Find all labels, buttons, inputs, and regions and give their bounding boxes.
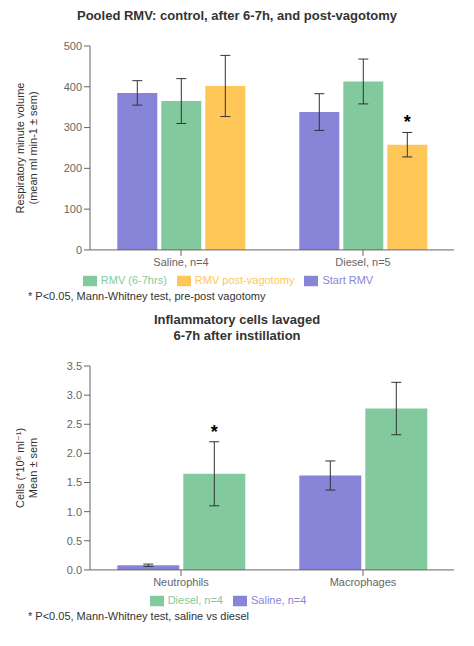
svg-text:0.5: 0.5: [67, 535, 82, 547]
svg-text:300: 300: [64, 121, 82, 133]
svg-text:1.0: 1.0: [67, 506, 82, 518]
svg-text:Cells (*10⁶ ml⁻¹)Mean ± sem: Cells (*10⁶ ml⁻¹)Mean ± sem: [14, 428, 39, 508]
svg-text:100: 100: [64, 203, 82, 215]
html-text:Saline, n=4: Saline, n=4: [251, 593, 307, 606]
svg-text:Macrophages: Macrophages: [330, 576, 397, 588]
svg-text:0.0: 0.0: [67, 564, 82, 576]
svg-text:3.0: 3.0: [67, 389, 82, 401]
html-text:Diesel, n=4: Diesel, n=4: [167, 593, 223, 606]
svg-text:2.5: 2.5: [67, 418, 82, 430]
html-text:RMV (6-7hrs): RMV (6-7hrs): [100, 273, 167, 286]
svg-text:Neutrophils: Neutrophils: [153, 576, 209, 588]
svg-text:0: 0: [76, 244, 82, 256]
html-text:Inflammatory cells lavaged 6-7: Inflammatory cells lavaged 6-7h after in…: [153, 312, 321, 343]
svg-text:*: *: [404, 112, 411, 132]
html-text:RMV post-vagotomy: RMV post-vagotomy: [194, 273, 295, 286]
svg-text:Saline, n=4: Saline, n=4: [153, 256, 208, 268]
svg-text:1.5: 1.5: [67, 476, 82, 488]
svg-text:400: 400: [64, 81, 82, 93]
svg-text:3.5: 3.5: [67, 360, 82, 372]
html-text:* P<0.05, Mann-Whitney test, s: * P<0.05, Mann-Whitney test, saline vs d…: [28, 610, 249, 622]
svg-text:Diesel, n=5: Diesel, n=5: [335, 256, 390, 268]
svg-text:*: *: [211, 422, 218, 442]
html-text:Start RMV: Start RMV: [322, 273, 374, 286]
svg-text:500: 500: [64, 40, 82, 52]
svg-text:200: 200: [64, 162, 82, 174]
html-text:Pooled RMV: control, after 6-7: Pooled RMV: control, after 6-7h, and pos…: [77, 8, 397, 23]
svg-text:Respiratory minute volume(mean: Respiratory minute volume(mean ml min-1 …: [14, 83, 39, 214]
svg-text:2.0: 2.0: [67, 447, 82, 459]
html-text:* P<0.05, Mann-Whitney test, p: * P<0.05, Mann-Whitney test, pre-post va…: [28, 290, 266, 302]
